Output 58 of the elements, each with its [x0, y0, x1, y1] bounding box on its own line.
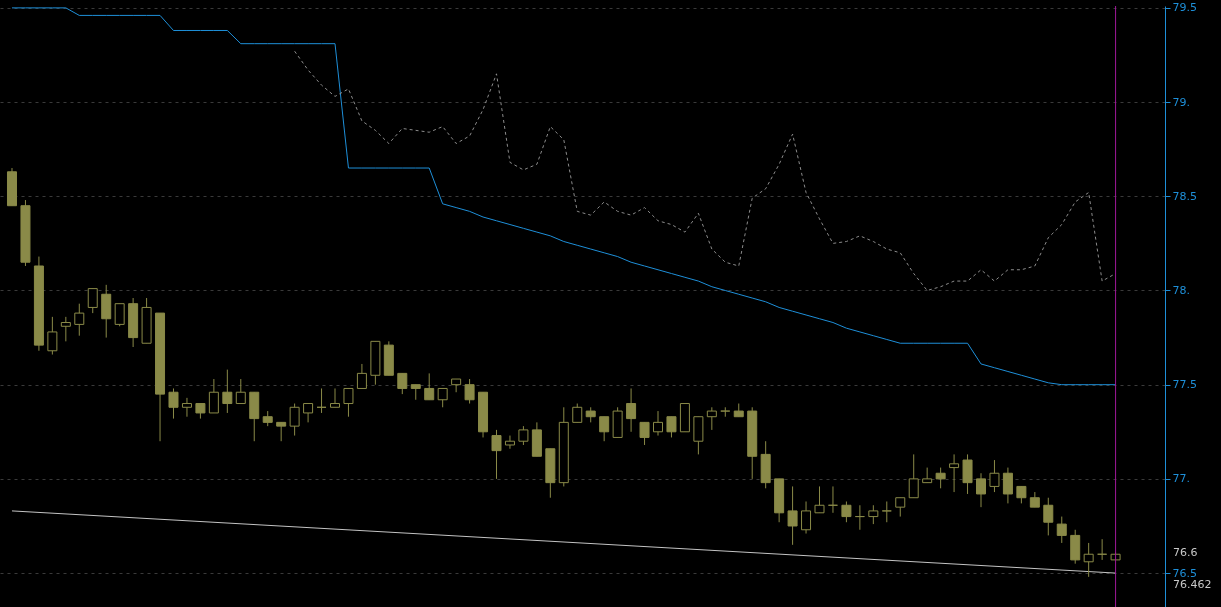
candlestick — [814, 485, 825, 514]
candlestick — [908, 453, 919, 499]
candlestick — [87, 288, 98, 314]
candlestick — [276, 421, 287, 442]
candlestick — [208, 378, 219, 414]
candlestick — [60, 316, 71, 342]
candlestick — [303, 403, 314, 423]
candlestick — [47, 316, 58, 356]
candlestick — [801, 501, 812, 535]
candlestick — [787, 485, 798, 546]
candlestick — [437, 387, 448, 408]
candlestick — [504, 435, 515, 450]
candlestick — [841, 501, 852, 523]
candlestick — [666, 416, 677, 438]
candlestick — [424, 372, 435, 401]
candlestick — [868, 504, 879, 525]
candlestick — [235, 378, 246, 405]
candlestick — [74, 303, 85, 337]
candlestick — [895, 497, 906, 518]
candlestick — [1083, 542, 1094, 578]
candlestick — [464, 378, 475, 405]
y-tick-label: 79. — [1172, 95, 1190, 109]
candlestick — [653, 410, 663, 437]
line-series — [11, 7, 1117, 386]
candlestick — [949, 453, 960, 493]
candlestick — [491, 429, 502, 480]
candlestick — [222, 369, 233, 414]
candlestick — [181, 397, 192, 418]
candlestick — [881, 501, 892, 523]
candlestick — [343, 387, 354, 418]
y-tick-label: 79.5 — [1172, 1, 1197, 15]
candlestick — [639, 421, 650, 446]
candlestick — [356, 363, 367, 389]
candlestick — [626, 387, 637, 433]
candlestick — [330, 387, 340, 408]
candlestick — [976, 472, 986, 508]
candlestick — [289, 403, 300, 437]
candlestick — [572, 403, 583, 423]
candlestick — [989, 459, 1000, 493]
y-tick-label: 77. — [1172, 472, 1190, 486]
candlestick — [935, 467, 946, 489]
candlestick — [397, 372, 408, 395]
candlestick — [599, 416, 610, 442]
text: 76.462 — [1173, 578, 1212, 591]
candlestick — [962, 453, 973, 495]
y-tick-label: 78.5 — [1172, 189, 1197, 203]
candlestick — [451, 378, 462, 393]
candlestick — [168, 387, 179, 420]
candlestick — [1043, 497, 1054, 536]
text: 76.6 — [1173, 546, 1198, 559]
candlestick — [1056, 516, 1067, 544]
y-tick-label: 77.5 — [1172, 378, 1197, 392]
candlestick — [1002, 467, 1013, 504]
candlestick — [706, 406, 717, 431]
y-tick-label: 78. — [1172, 283, 1190, 297]
candlestick — [518, 425, 529, 446]
candlestick — [114, 303, 125, 327]
y-tick-label: 76.5 — [1172, 566, 1197, 580]
